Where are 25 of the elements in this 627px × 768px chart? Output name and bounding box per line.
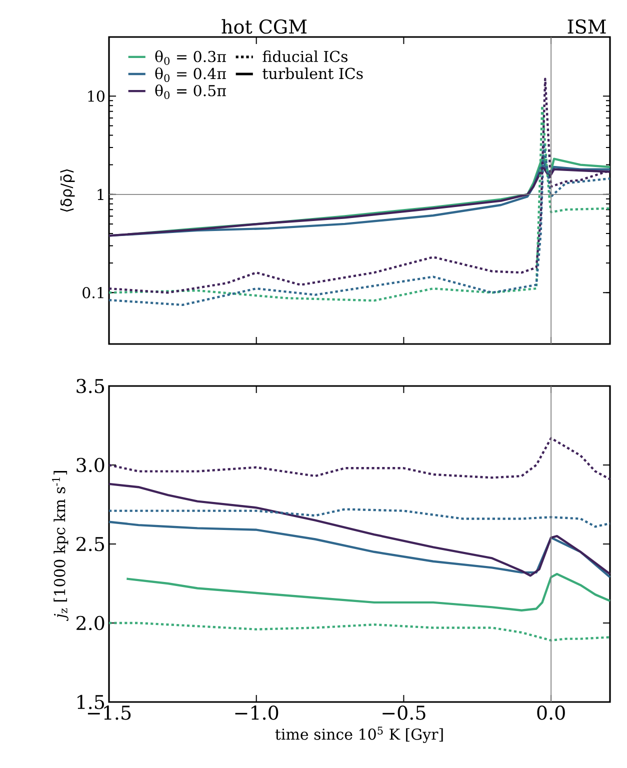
y-tick-label: 3.5 bbox=[76, 378, 104, 394]
text: ISM bbox=[568, 19, 606, 34]
legend-label: θ$_{0}$ = 0.3π bbox=[155, 50, 226, 65]
x-tick-label: −1.0 bbox=[235, 706, 278, 720]
line-series bbox=[108, 437, 612, 480]
x-tick-label: 0.0 bbox=[537, 706, 565, 720]
legend-label: θ$_{0}$ = 0.4π bbox=[155, 67, 226, 82]
line-series bbox=[108, 482, 612, 577]
annotation: turbulent ICs bbox=[262, 68, 363, 80]
x-tick-label: −0.5 bbox=[382, 706, 426, 720]
x-axis-title: time since 10$^{5}$ K [Gyr] bbox=[275, 726, 443, 743]
annotation: fiducial ICs bbox=[262, 50, 348, 62]
y-tick-label: 1 bbox=[98, 188, 104, 200]
legend-label: θ$_{0}$ = 0.5π bbox=[155, 84, 226, 100]
y-tick-label: 2.5 bbox=[76, 536, 104, 552]
y-tick-label: 10 bbox=[88, 90, 104, 102]
y-axis-title: ⟨δρ/ρ̄⟩ bbox=[60, 169, 75, 212]
line-series bbox=[126, 572, 612, 612]
y-tick-label: 0.1 bbox=[82, 286, 104, 298]
line-series bbox=[108, 104, 612, 302]
y-tick-label: 2.0 bbox=[76, 616, 104, 630]
line-series bbox=[108, 142, 612, 306]
y-tick-label: 3.0 bbox=[76, 458, 104, 472]
text: hot CGM bbox=[222, 19, 307, 34]
y-axis-title: j$_{z}$ [1000 kpc km s$^{-1}$] bbox=[52, 471, 68, 621]
